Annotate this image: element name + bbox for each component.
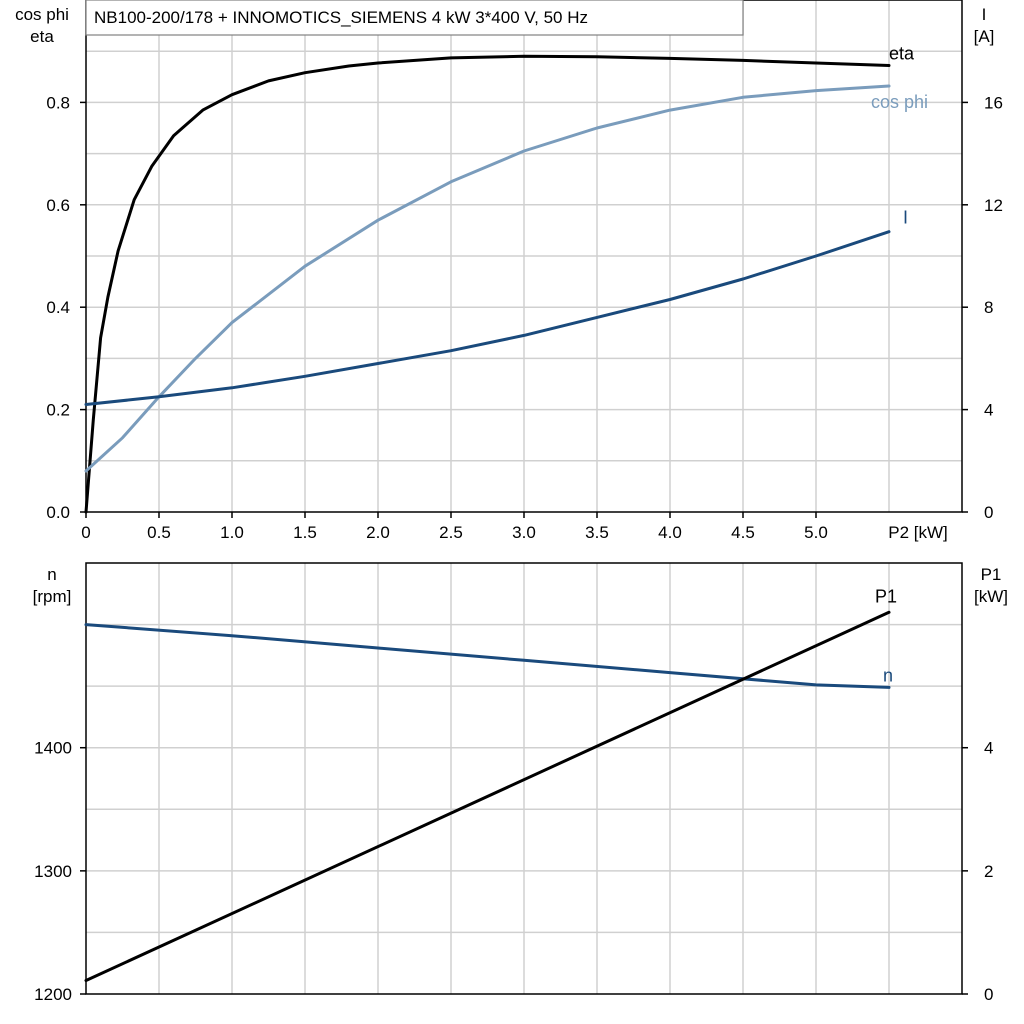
top-left-axis-label-2: eta <box>30 27 54 46</box>
bottom-left-y-tick-label: 1200 <box>34 985 72 1004</box>
bottom-chart-grid <box>86 563 962 994</box>
bottom-left-axis-label-1: n <box>47 565 56 584</box>
top-x-tick-label: 4.5 <box>731 523 755 542</box>
top-right-y-tick-label: 0 <box>984 503 993 522</box>
top-left-y-tick-label: 0.0 <box>46 503 70 522</box>
bottom-right-axis-label-2: [kW] <box>974 587 1008 606</box>
top-x-tick-label: 1.5 <box>293 523 317 542</box>
top-x-tick-label: 2.5 <box>439 523 463 542</box>
series-cos-phi-line <box>84 84 891 473</box>
top-x-tick-label: 0 <box>81 523 90 542</box>
series-n-label: n <box>883 665 893 685</box>
series-eta-label: eta <box>889 44 915 64</box>
top-x-tick-label: 1.0 <box>220 523 244 542</box>
bottom-chart-ticks: 1200 1300 1400 0 2 4 <box>34 739 993 1004</box>
top-x-tick-label: 3.0 <box>512 523 536 542</box>
top-left-y-tick-label: 0.6 <box>46 196 70 215</box>
bottom-chart-curves: n P1 <box>84 586 897 982</box>
bottom-left-y-tick-label: 1300 <box>34 862 72 881</box>
bottom-right-y-tick-label: 2 <box>984 862 993 881</box>
top-left-y-tick-label: 0.8 <box>46 93 70 112</box>
bottom-right-y-tick-label: 0 <box>984 985 993 1004</box>
top-left-axis-label-1: cos phi <box>15 5 69 24</box>
top-x-tick-label: 5.0 <box>804 523 828 542</box>
top-x-tick-label: 3.5 <box>585 523 609 542</box>
top-right-y-tick-label: 8 <box>984 298 993 317</box>
top-left-y-tick-label: 0.2 <box>46 401 70 420</box>
series-n-line <box>84 623 891 689</box>
top-right-axis-label-1: I <box>982 5 987 24</box>
bottom-left-y-tick-label: 1400 <box>34 739 72 758</box>
bottom-left-axis-label-2: [rpm] <box>33 587 72 606</box>
series-p1-label: P1 <box>875 586 897 606</box>
top-x-tick-label: 0.5 <box>147 523 171 542</box>
series-i-line <box>84 230 891 406</box>
bottom-right-axis-label-1: P1 <box>981 565 1002 584</box>
chart-title-box <box>85 0 744 36</box>
top-x-tick-label: 4.0 <box>658 523 682 542</box>
top-right-y-tick-label: 16 <box>984 93 1003 112</box>
chart-title: NB100-200/178 + INNOMOTICS_SIEMENS 4 kW … <box>94 8 588 27</box>
bottom-right-y-tick-label: 4 <box>984 739 993 758</box>
top-right-y-tick-label: 12 <box>984 196 1003 215</box>
series-cos-phi-label: cos phi <box>871 92 928 112</box>
series-p1-line <box>84 610 891 982</box>
top-x-axis-label: P2 [kW] <box>888 523 948 542</box>
top-chart-curves: eta cos phi I <box>84 44 928 514</box>
bottom-chart-frame <box>85 562 963 995</box>
top-chart-ticks: 0 0.5 1.0 1.5 2.0 2.5 3.0 3.5 4.0 4.5 5.0 0.0 0.2 0.4… <box>46 93 1003 542</box>
top-right-axis-label-2: [A] <box>974 27 995 46</box>
top-right-y-tick-label: 4 <box>984 401 993 420</box>
series-eta-line <box>84 54 891 514</box>
top-left-y-tick-label: 0.4 <box>46 298 70 317</box>
top-x-tick-label: 2.0 <box>366 523 390 542</box>
top-chart-grid <box>86 0 962 512</box>
series-i-label: I <box>903 208 908 228</box>
